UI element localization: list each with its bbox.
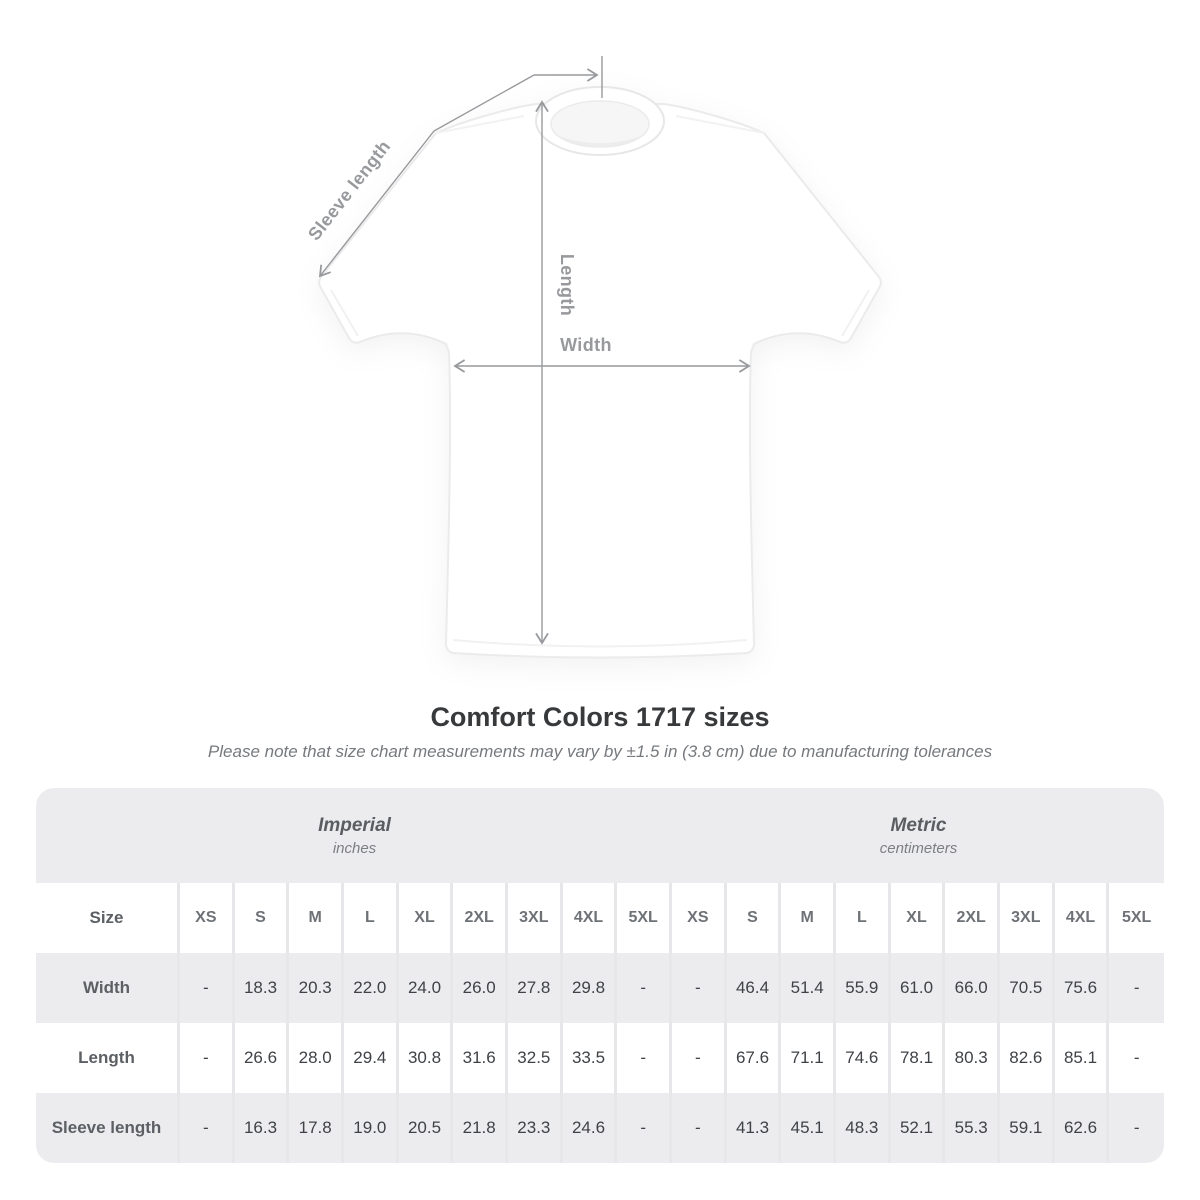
size-header-metric-m: M [781, 883, 836, 953]
table-cell: 26.6 [235, 1023, 290, 1093]
table-cell: - [617, 1023, 672, 1093]
table-cell: 55.9 [836, 953, 891, 1023]
table-cell: 46.4 [727, 953, 782, 1023]
table-cell: 24.0 [399, 953, 454, 1023]
table-cell: 19.0 [344, 1093, 399, 1163]
row-label-length: Length [36, 1023, 180, 1093]
size-header-metric-4xl: 4XL [1055, 883, 1110, 953]
metric-unit: centimeters [879, 839, 958, 857]
sleeve-length-row: Sleeve length - 16.3 17.8 19.0 20.5 21.8… [36, 1093, 1164, 1163]
table-cell: 31.6 [453, 1023, 508, 1093]
table-cell: 30.8 [399, 1023, 454, 1093]
size-header-imperial-s: S [235, 883, 290, 953]
table-cell: 21.8 [453, 1093, 508, 1163]
table-cell: 74.6 [836, 1023, 891, 1093]
metric-header: Metric centimeters [673, 788, 1164, 883]
table-cell: 61.0 [891, 953, 946, 1023]
size-header-metric-l: L [836, 883, 891, 953]
table-cell: - [672, 953, 727, 1023]
table-cell: 18.3 [235, 953, 290, 1023]
table-cell: 20.5 [399, 1093, 454, 1163]
size-header-metric-xs: XS [672, 883, 727, 953]
table-cell: 45.1 [781, 1093, 836, 1163]
table-cell: 41.3 [727, 1093, 782, 1163]
size-header-imperial-l: L [344, 883, 399, 953]
size-header-imperial-3xl: 3XL [508, 883, 563, 953]
size-header-metric-3xl: 3XL [1000, 883, 1055, 953]
table-cell: 24.6 [563, 1093, 618, 1163]
table-cell: - [617, 1093, 672, 1163]
table-cell: 29.4 [344, 1023, 399, 1093]
metric-title: Metric [890, 814, 947, 836]
size-header-metric-2xl: 2XL [945, 883, 1000, 953]
table-cell: 16.3 [235, 1093, 290, 1163]
tolerance-note: Please note that size chart measurements… [207, 742, 993, 761]
table-cell: 78.1 [891, 1023, 946, 1093]
table-cell: - [672, 1023, 727, 1093]
table-cell: 27.8 [508, 953, 563, 1023]
table-cell: 33.5 [563, 1023, 618, 1093]
imperial-title: Imperial [318, 814, 391, 836]
width-row: Width - 18.3 20.3 22.0 24.0 26.0 27.8 29… [36, 953, 1164, 1023]
length-row: Length - 26.6 28.0 29.4 30.8 31.6 32.5 3… [36, 1023, 1164, 1093]
table-cell: 51.4 [781, 953, 836, 1023]
table-cell: 82.6 [1000, 1023, 1055, 1093]
table-cell: 75.6 [1055, 953, 1110, 1023]
table-cell: - [1133, 1048, 1140, 1067]
table-cell: 22.0 [344, 953, 399, 1023]
table-cell: 70.5 [1000, 953, 1055, 1023]
table-cell: - [672, 1093, 727, 1163]
size-header-imperial-m: M [289, 883, 344, 953]
table-cell: 67.6 [727, 1023, 782, 1093]
table-cell: 32.5 [508, 1023, 563, 1093]
table-cell: 26.0 [453, 953, 508, 1023]
size-header-imperial-xs: XS [180, 883, 235, 953]
table-cell: 48.3 [836, 1093, 891, 1163]
size-header-imperial-4xl: 4XL [563, 883, 618, 953]
tshirt-image [318, 86, 882, 659]
page-title: Comfort Colors 1717 sizes [430, 702, 770, 732]
table-cell: 52.1 [891, 1093, 946, 1163]
sleeve-arrow-diagonal [318, 74, 535, 278]
table-cell: - [180, 1023, 235, 1093]
unit-system-header: Imperial inches Metric centimeters [36, 788, 1164, 883]
table-cell: 59.1 [1000, 1093, 1055, 1163]
table-cell: 29.8 [563, 953, 618, 1023]
table-cell: - [180, 1093, 235, 1163]
size-header-imperial-xl: XL [399, 883, 454, 953]
table-cell: - [1133, 978, 1140, 997]
table-cell: 55.3 [945, 1093, 1000, 1163]
row-label-width: Width [36, 953, 180, 1023]
table-cell: 71.1 [781, 1023, 836, 1093]
size-table: Imperial inches Metric centimeters Size … [36, 788, 1164, 1163]
table-cell: 85.1 [1055, 1023, 1110, 1093]
imperial-header: Imperial inches [36, 788, 673, 883]
size-header-row: Size XS S M L XL 2XL 3XL 4XL 5XL XS S M … [36, 883, 1164, 953]
table-cell: 66.0 [945, 953, 1000, 1023]
table-cell: - [180, 953, 235, 1023]
size-header-metric-s: S [727, 883, 782, 953]
table-cell: 28.0 [289, 1023, 344, 1093]
size-column-header: Size [36, 883, 180, 953]
table-cell: 20.3 [289, 953, 344, 1023]
size-header-imperial-2xl: 2XL [453, 883, 508, 953]
width-label: Width [560, 335, 612, 355]
size-header-imperial-5xl: 5XL [617, 883, 672, 953]
table-cell: 23.3 [508, 1093, 563, 1163]
length-label: Length [557, 254, 577, 316]
table-cell: 62.6 [1055, 1093, 1110, 1163]
imperial-unit: inches [332, 839, 377, 857]
table-cell: 17.8 [289, 1093, 344, 1163]
table-cell: - [617, 953, 672, 1023]
tshirt-measurement-figure: Sleeve length Length Width [304, 56, 882, 659]
row-label-sleeve-length: Sleeve length [36, 1093, 180, 1163]
size-header-metric-xl: XL [891, 883, 946, 953]
table-cell: - [1133, 1118, 1140, 1137]
table-cell: 80.3 [945, 1023, 1000, 1093]
size-header-metric-5xl: 5XL [1121, 909, 1152, 926]
